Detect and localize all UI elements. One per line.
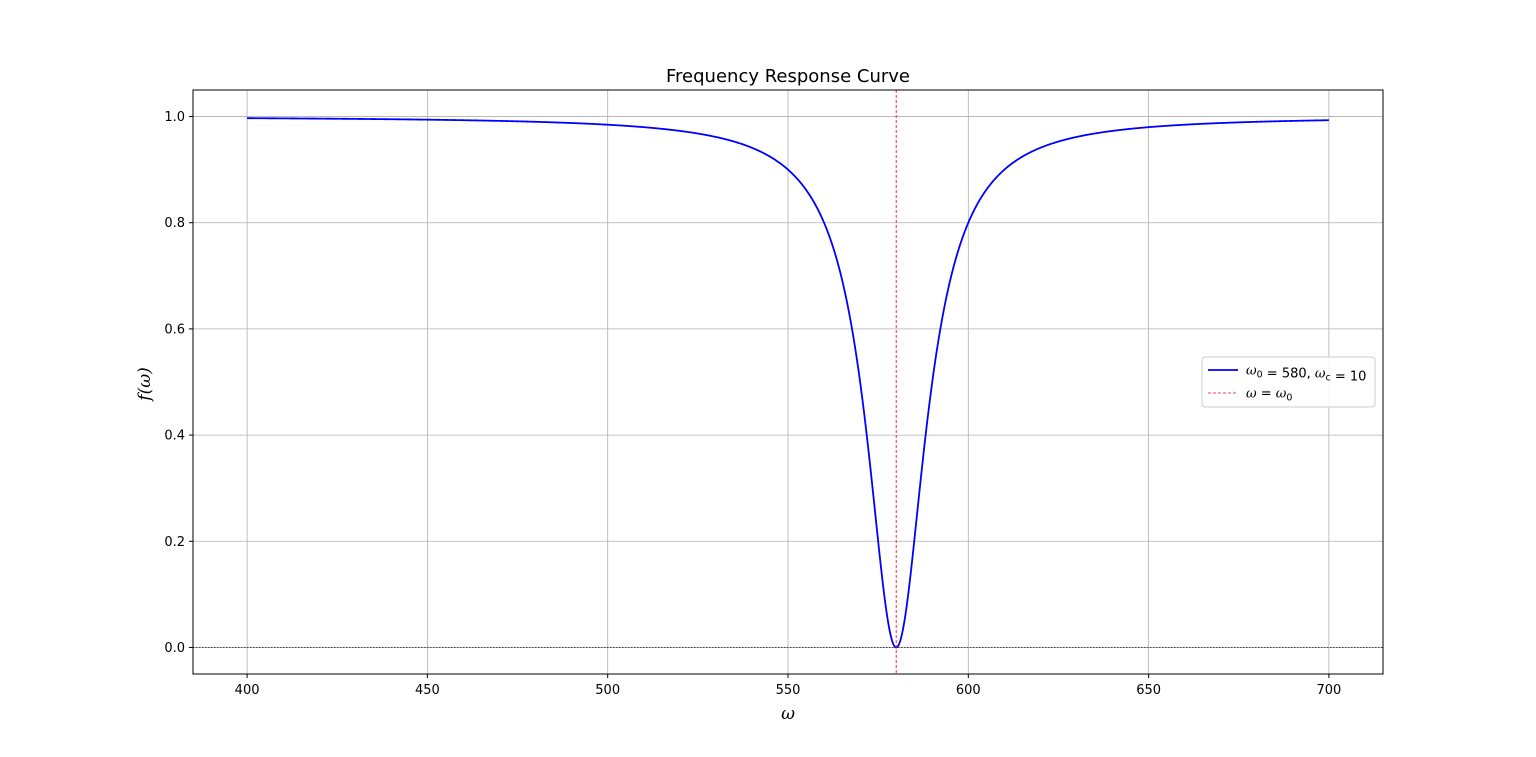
y-tick-label-5: 1.0: [164, 110, 185, 125]
y-tick-label-2: 0.4: [164, 429, 185, 444]
x-tick-label-4: 600: [956, 683, 981, 698]
legend-label-0: ω0 = 580, ωc = 10: [1246, 364, 1366, 385]
x-tick-label-3: 550: [776, 683, 801, 698]
x-axis-ticks: 400 450 500 550 600 650 700: [235, 674, 1341, 698]
chart-title: Frequency Response Curve: [666, 66, 910, 87]
y-tick-label-0: 0.0: [164, 641, 185, 656]
x-tick-label-6: 700: [1316, 683, 1341, 698]
x-tick-label-2: 500: [595, 683, 620, 698]
x-tick-label-5: 650: [1136, 683, 1161, 698]
x-tick-label-0: 400: [235, 683, 260, 698]
y-axis-label: f(ω): [135, 367, 155, 402]
y-tick-label-1: 0.2: [164, 535, 185, 550]
y-axis-ticks: 0.0 0.2 0.4 0.6 0.8 1.0: [164, 110, 193, 656]
series-line-response: [246, 117, 1330, 649]
x-axis-label: ω: [781, 704, 795, 724]
x-tick-label-1: 450: [415, 683, 440, 698]
legend-box: [1201, 356, 1376, 408]
y-tick-label-4: 0.8: [164, 216, 185, 231]
series-lines: [246, 90, 1330, 674]
y-tick-label-3: 0.6: [164, 322, 185, 337]
legend: ω0 = 580, ωc = 10 ω = ω0: [1201, 356, 1376, 408]
legend-label-1: ω = ω0: [1246, 387, 1292, 404]
